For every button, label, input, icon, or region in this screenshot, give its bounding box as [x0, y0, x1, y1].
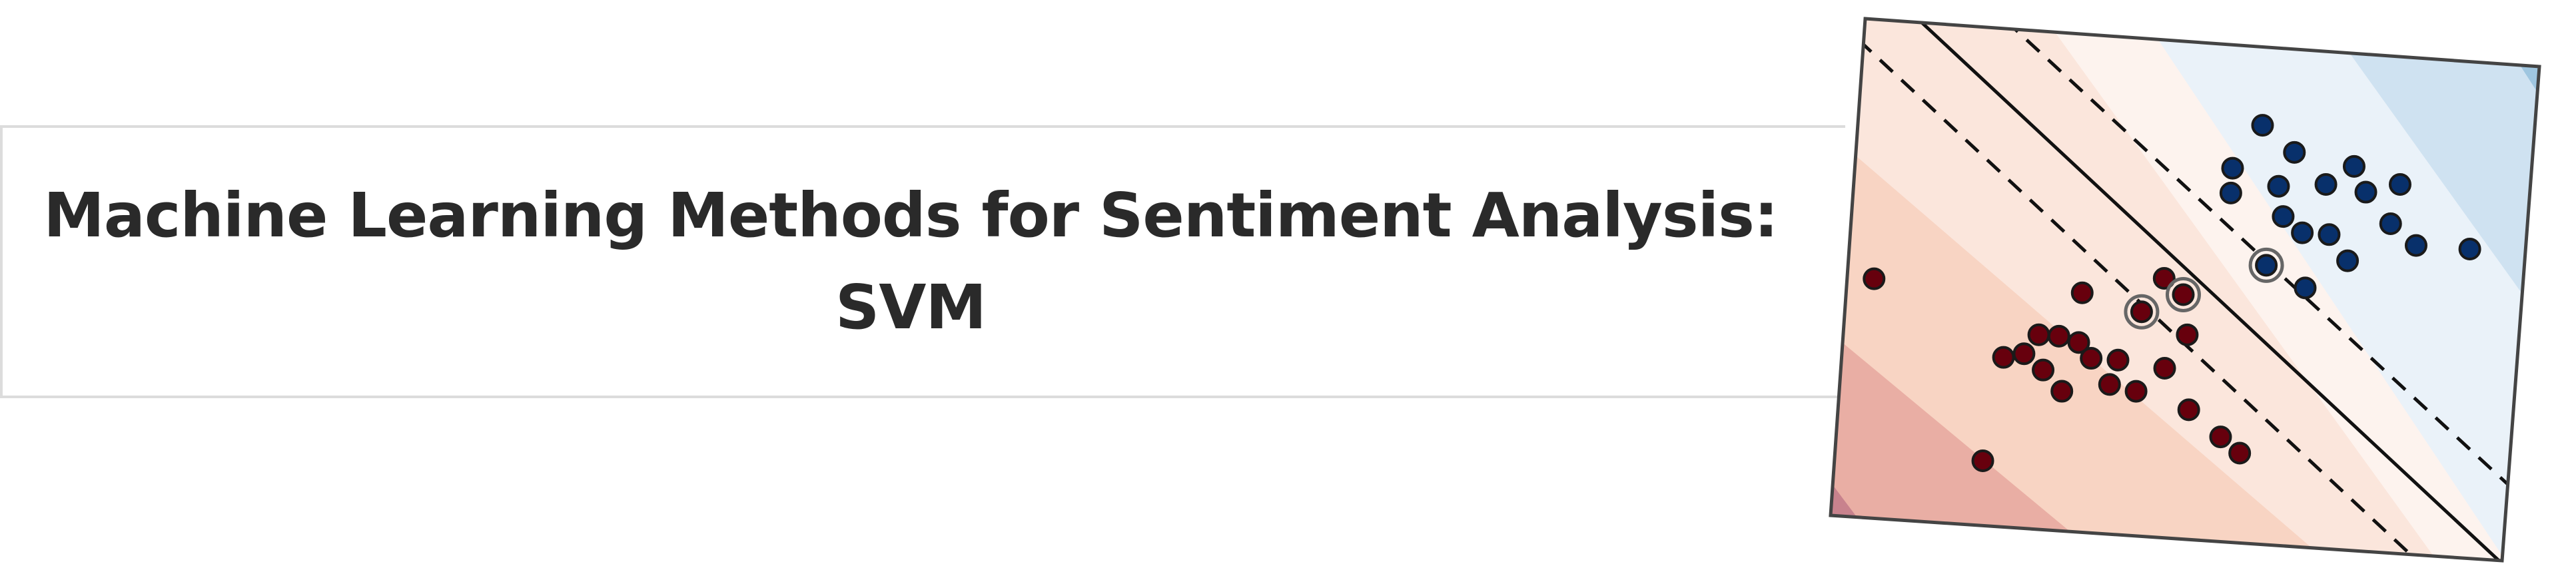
class-b-point: [2106, 348, 2130, 372]
class-b-point: [2070, 281, 2094, 304]
class-a-point: [2314, 173, 2338, 196]
class-a-point: [2272, 205, 2295, 228]
class-b-point: [2153, 357, 2176, 380]
class-b-point: [2177, 398, 2200, 422]
class-b-point: [1971, 449, 1994, 472]
class-a-point: [2404, 234, 2427, 257]
class-a-point: [2219, 181, 2242, 204]
class-a-point: [2458, 238, 2481, 261]
class-b-point: [2130, 300, 2153, 324]
class-a-point: [2291, 221, 2314, 244]
class-a-point: [2354, 180, 2377, 204]
data-points: [1863, 114, 2481, 472]
slide-title-box: Machine Learning Methods for Sentiment A…: [0, 125, 1845, 398]
class-a-point: [2251, 114, 2274, 137]
class-a-point: [2283, 141, 2306, 164]
support-vector-ring: [2124, 294, 2160, 330]
class-a-point: [2255, 254, 2278, 277]
class-b-point: [2172, 283, 2195, 306]
class-b-point: [2209, 426, 2232, 449]
class-a-point: [2379, 212, 2402, 236]
class-b-point: [2124, 380, 2148, 403]
class-a-point: [2342, 154, 2365, 178]
class-a-point: [2388, 173, 2411, 196]
class-b-point: [2012, 342, 2036, 366]
class-a-point: [2221, 156, 2244, 180]
class-b-point: [1992, 346, 2015, 369]
class-b-point: [2067, 331, 2090, 354]
support-vector-ring: [2165, 276, 2201, 312]
class-b-point: [2228, 441, 2252, 465]
decision-function-background: [1831, 19, 2539, 561]
class-a-point: [2267, 174, 2290, 198]
class-a-point: [2318, 223, 2341, 246]
class-b-point: [2152, 267, 2176, 290]
slide-title: Machine Learning Methods for Sentiment A…: [43, 170, 1778, 354]
class-b-point: [2098, 373, 2121, 396]
support-vector-ring: [2248, 247, 2284, 283]
plot-frame: [1829, 17, 2541, 563]
class-b-point: [2050, 380, 2074, 403]
slide-title-line-1: Machine Learning Methods for Sentiment A…: [43, 180, 1778, 251]
class-b-point: [2032, 358, 2055, 382]
class-b-point: [2176, 323, 2199, 346]
class-b-point: [1863, 267, 1886, 290]
class-b-point: [2027, 323, 2050, 346]
class-b-point: [2047, 324, 2070, 348]
class-a-point: [2336, 249, 2360, 272]
slide-title-line-2: SVM: [835, 272, 987, 343]
class-b-point: [2080, 347, 2103, 370]
class-a-point: [2294, 276, 2317, 300]
